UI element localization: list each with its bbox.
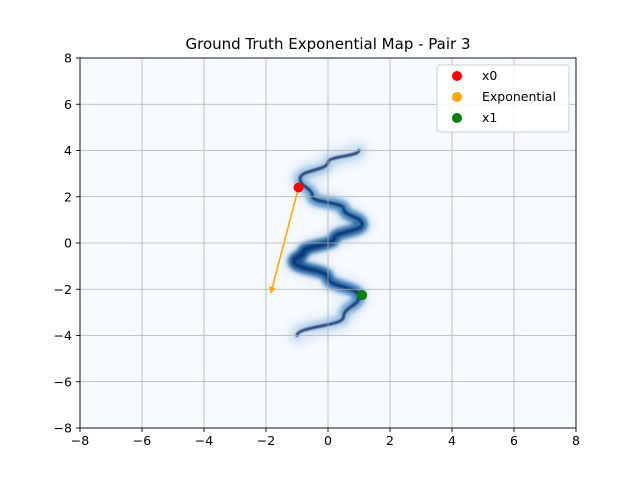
legend: x0 Exponential x1 (436, 64, 570, 133)
x-tick-label: 2 (386, 433, 394, 448)
x-tick-label: −4 (195, 433, 213, 448)
legend-label-x0: x0 (482, 68, 497, 83)
legend-label-x1: x1 (482, 110, 497, 125)
legend-marker-x1 (452, 113, 462, 123)
x-tick-label: −2 (257, 433, 275, 448)
x-tick-label: −6 (133, 433, 151, 448)
x-tick-label: 4 (448, 433, 456, 448)
legend-marker-exponential (452, 92, 462, 102)
legend-frame (436, 64, 570, 133)
y-tick-label: 0 (64, 236, 72, 251)
chart-title: Ground Truth Exponential Map - Pair 3 (185, 35, 470, 53)
legend-marker-x0 (452, 71, 462, 81)
y-tick-label: 8 (64, 51, 72, 66)
y-tick-label: 4 (64, 143, 72, 158)
x-tick-label: 6 (510, 433, 518, 448)
axes: −8 −6 −4 −2 0 2 4 6 8 −8 −6 −4 −2 0 2 4 6 8 (54, 51, 580, 449)
y-tick-label: 6 (64, 97, 72, 112)
x-tick-label: 0 (324, 433, 332, 448)
y-tick-label: −8 (54, 421, 72, 436)
y-tick-label: −4 (54, 328, 72, 343)
arrow-exponential-head (269, 286, 276, 294)
point-x0 (293, 182, 304, 193)
chart-marks (269, 182, 368, 301)
y-tick-label: −6 (54, 374, 72, 389)
y-tick-label: −2 (54, 282, 72, 297)
point-x1 (357, 290, 368, 301)
x-tick-label: −8 (71, 433, 89, 448)
x-tick-label: 8 (572, 433, 580, 448)
arrow-exponential-shaft (271, 187, 300, 288)
y-tick-label: 2 (64, 189, 72, 204)
legend-label-exponential: Exponential (482, 89, 556, 104)
